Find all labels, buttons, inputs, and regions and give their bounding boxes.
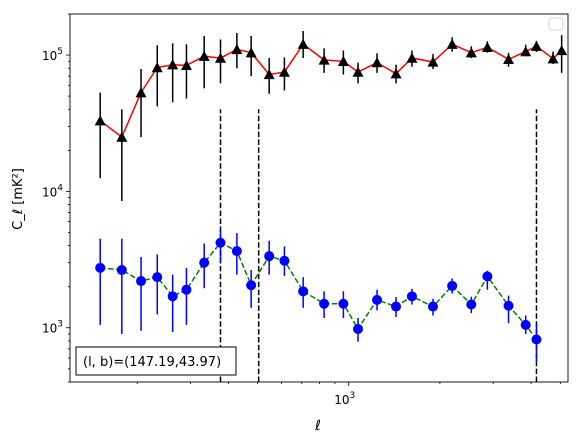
red-series-point (547, 53, 559, 64)
blue-series-markers (95, 237, 542, 345)
blue-series-point (95, 262, 106, 273)
blue-series-point (372, 294, 383, 305)
blue-series-line (100, 241, 538, 340)
y-tick-label: 104 (42, 183, 63, 199)
blue-series-point (406, 291, 417, 302)
annotation-box (75, 346, 237, 376)
red-series-point (297, 38, 309, 49)
blue-series-point (167, 291, 178, 302)
red-series-point (135, 87, 147, 98)
blue-series-point (447, 280, 458, 291)
red-series-point (556, 44, 568, 56)
red-series-point (427, 56, 439, 67)
legend-box (548, 17, 564, 31)
annotation: (l, b)=(147.19,43.97) (75, 346, 237, 376)
blue-series-point (181, 284, 192, 295)
red-series-point (530, 40, 542, 51)
blue-series-point (116, 265, 127, 276)
red-series-point (214, 52, 226, 63)
blue-series-point (353, 323, 364, 334)
x-tick-label: 103 (334, 391, 355, 407)
blue-series-point (298, 286, 309, 297)
plot-frame (69, 13, 569, 383)
red-series-point (278, 66, 290, 77)
y-tick-label: 105 (42, 47, 63, 63)
x-axis-ticks: 103 (136, 382, 561, 407)
blue-series-point (279, 255, 290, 266)
red-series-point (503, 53, 515, 65)
blue-series-point (136, 276, 147, 287)
blue-series-point (231, 246, 242, 257)
blue-series-point (427, 301, 438, 312)
red-series-point (465, 47, 477, 58)
red-series-point (446, 38, 458, 49)
blue-series-point (466, 299, 477, 310)
red-series-point (406, 52, 418, 63)
red-series-point (371, 57, 383, 68)
blue-series-point (503, 300, 514, 311)
red-series-point (390, 68, 402, 79)
blue-series-point (152, 272, 163, 283)
red-series-point (167, 59, 179, 70)
red-series-markers (94, 38, 568, 142)
red-series-point (231, 43, 243, 55)
red-series-point (263, 68, 275, 80)
y-axis-label: C_ℓ [mK²] (11, 168, 26, 230)
blue-series-point (338, 298, 349, 309)
red-series-point (481, 41, 493, 52)
blue-series-point (520, 319, 531, 330)
blue-series-point (319, 298, 330, 309)
red-series-point (245, 47, 257, 58)
blue-series-point (482, 271, 493, 282)
y-tick-label: 103 (42, 320, 63, 336)
vertical-dashed-lines (219, 109, 538, 382)
red-series-point (352, 66, 364, 77)
annotation-text: (l, b)=(147.19,43.97) (83, 355, 221, 370)
blue-series-point (531, 334, 542, 345)
red-series-line (99, 43, 563, 139)
red-series-point (94, 115, 106, 126)
y-axis-ticks: 103 104 105 (42, 13, 70, 383)
blue-series-point (215, 237, 226, 248)
red-series-point (180, 59, 192, 71)
x-axis-label: ℓ (314, 418, 321, 434)
red-series-point (198, 50, 210, 61)
blue-series-point (199, 257, 210, 268)
red-series-errorbars (99, 31, 563, 202)
blue-series-point (264, 251, 275, 262)
red-series-point (151, 62, 163, 73)
red-series-point (337, 55, 349, 66)
blue-series-point (391, 301, 402, 312)
red-series-point (318, 54, 330, 65)
blue-series-point (246, 280, 257, 291)
red-series-point (116, 131, 128, 142)
blue-series-errorbars (99, 230, 538, 363)
red-series-point (520, 46, 532, 57)
